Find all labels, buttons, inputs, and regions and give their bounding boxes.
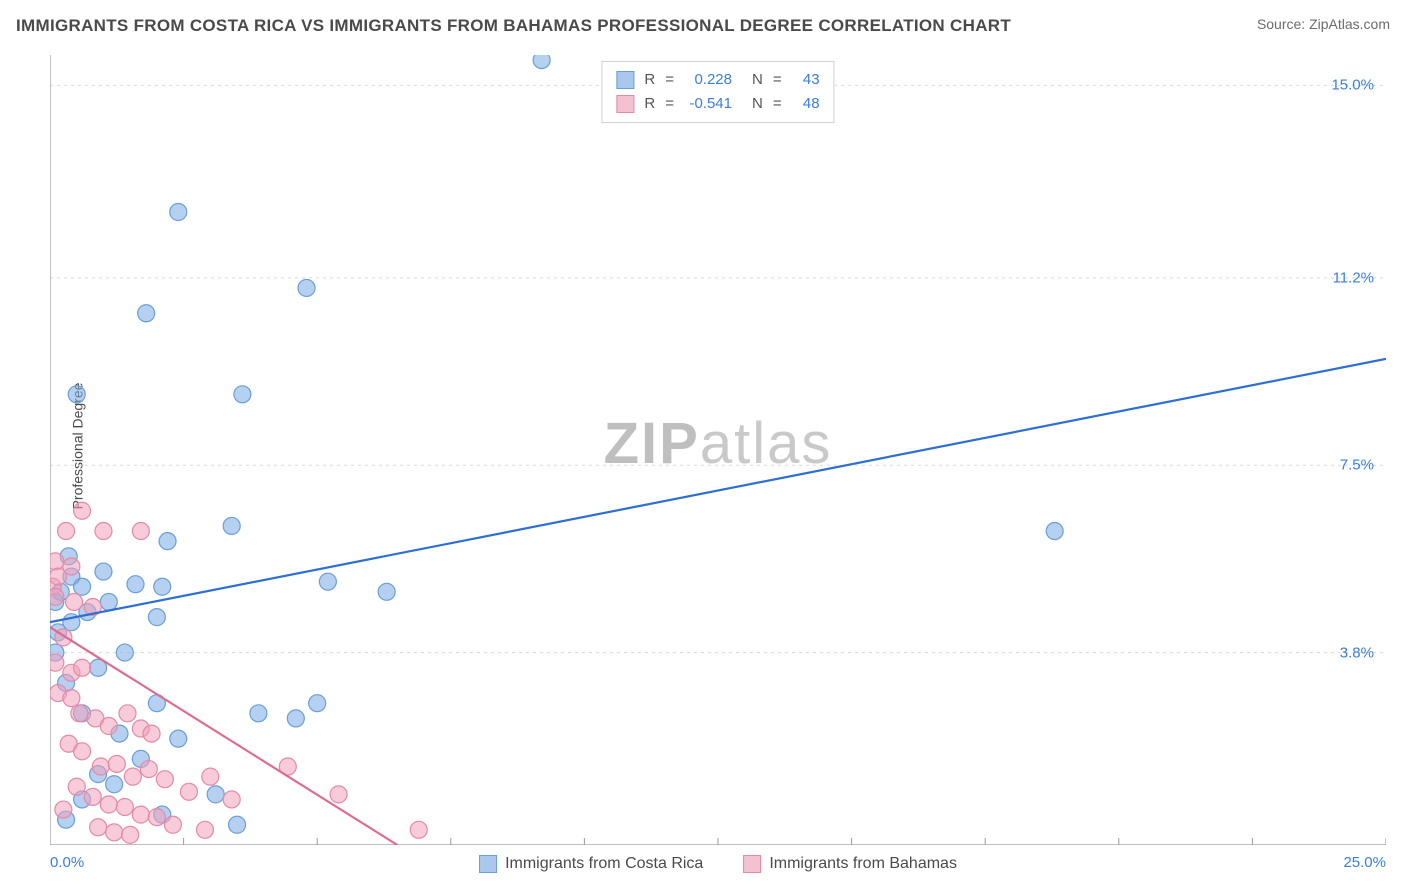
stats-legend: R = 0.228 N = 43 R = -0.541 N = 48 [601,61,834,123]
swatch-bahamas [616,95,634,113]
eq-sign: = [773,68,782,92]
r-label: R [644,92,655,116]
eq-sign: = [665,92,674,116]
legend-item-bahamas: Immigrants from Bahamas [743,855,957,873]
swatch-bahamas [743,855,761,873]
x-tick-label-max: 25.0% [1343,854,1386,871]
x-tick-label-min: 0.0% [50,854,84,871]
bottom-legend: Immigrants from Costa Rica Immigrants fr… [479,855,957,873]
y-tick-label: 3.8% [1340,644,1374,661]
stats-row-series-1: R = 0.228 N = 43 [616,68,819,92]
legend-label-1: Immigrants from Costa Rica [505,855,703,873]
chart-area: ZIPatlas R = 0.228 N = 43 R = -0.541 N =… [50,55,1386,845]
chart-title: IMMIGRANTS FROM COSTA RICA VS IMMIGRANTS… [16,16,1011,36]
legend-item-costa-rica: Immigrants from Costa Rica [479,855,703,873]
n-label: N [752,68,763,92]
y-tick-label: 15.0% [1331,77,1374,94]
source-link[interactable]: ZipAtlas.com [1309,16,1390,32]
y-tick-label: 7.5% [1340,457,1374,474]
n-label: N [752,92,763,116]
stats-row-series-2: R = -0.541 N = 48 [616,92,819,116]
legend-label-2: Immigrants from Bahamas [769,855,957,873]
eq-sign: = [773,92,782,116]
n-value-1: 43 [792,68,820,92]
r-value-1: 0.228 [684,68,732,92]
source-attribution: Source: ZipAtlas.com [1257,16,1390,32]
source-prefix: Source: [1257,16,1309,32]
swatch-costa-rica [479,855,497,873]
swatch-costa-rica [616,71,634,89]
scatter-plot [50,55,1386,845]
y-tick-label: 11.2% [1333,269,1374,286]
r-label: R [644,68,655,92]
r-value-2: -0.541 [684,92,732,116]
n-value-2: 48 [792,92,820,116]
chart-header: IMMIGRANTS FROM COSTA RICA VS IMMIGRANTS… [16,16,1390,36]
eq-sign: = [665,68,674,92]
